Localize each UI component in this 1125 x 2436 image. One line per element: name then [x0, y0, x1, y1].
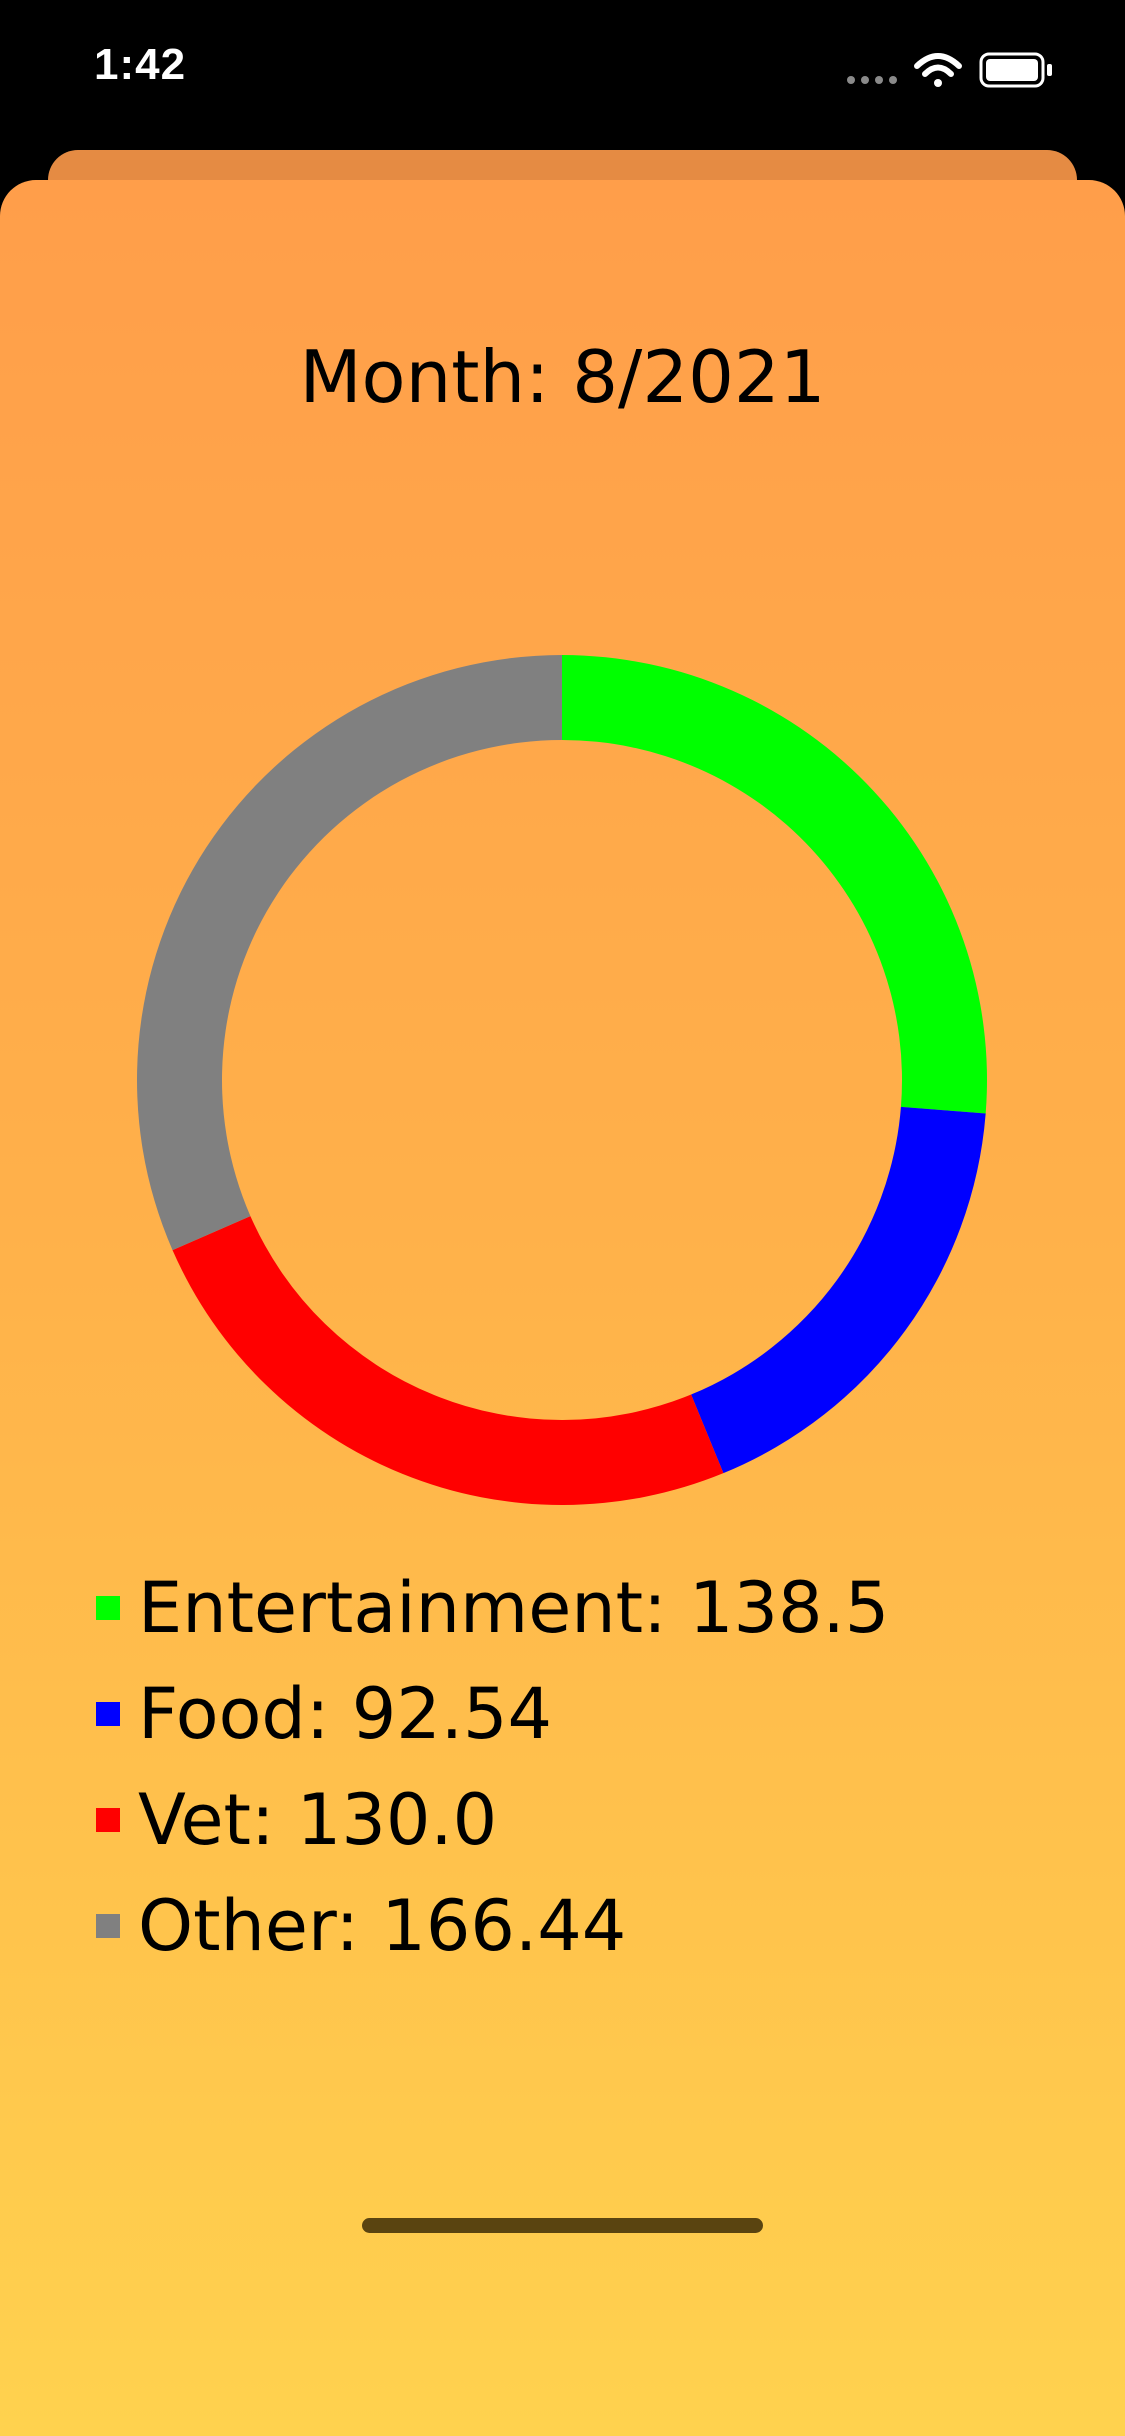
legend-label: Vet: 130.0	[138, 1779, 498, 1861]
chart-legend: Entertainment: 138.5 Food: 92.54 Vet: 13…	[96, 1555, 1096, 1979]
legend-swatch	[96, 1596, 120, 1620]
legend-swatch	[96, 1914, 120, 1938]
legend-label: Entertainment: 138.5	[138, 1567, 890, 1649]
legend-label: Food: 92.54	[138, 1673, 553, 1755]
battery-icon	[979, 52, 1052, 88]
donut-slice-vet	[172, 1216, 724, 1505]
legend-item-other: Other: 166.44	[96, 1873, 1096, 1979]
legend-item-entertainment: Entertainment: 138.5	[96, 1555, 1096, 1661]
status-bar: 1:42	[0, 0, 1125, 140]
donut-slice-other	[136, 655, 562, 1251]
status-icons	[847, 52, 1052, 88]
status-time: 1:42	[94, 40, 187, 89]
wifi-icon	[914, 53, 962, 87]
legend-label: Other: 166.44	[138, 1885, 627, 1967]
legend-swatch	[96, 1702, 120, 1726]
legend-swatch	[96, 1808, 120, 1832]
donut-slice-food	[691, 1106, 986, 1474]
month-summary-sheet: Month: 8/2021 Entertainment: 138.5 Food:…	[0, 180, 1125, 2436]
donut-slice-entertainment	[562, 655, 987, 1114]
home-indicator[interactable]	[362, 2218, 763, 2233]
page-title: Month: 8/2021	[299, 335, 826, 419]
legend-item-food: Food: 92.54	[96, 1661, 1096, 1767]
donut-chart	[136, 655, 987, 1505]
signal-dots-icon	[847, 76, 897, 84]
legend-item-vet: Vet: 130.0	[96, 1767, 1096, 1873]
